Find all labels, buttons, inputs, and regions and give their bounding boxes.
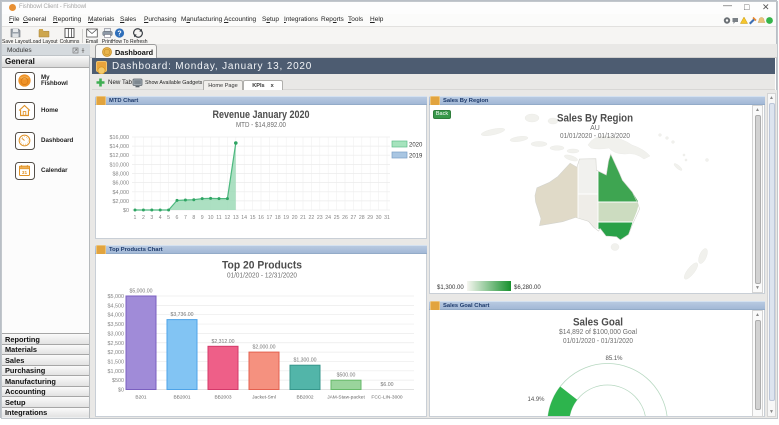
svg-text:$4,000: $4,000 bbox=[113, 190, 130, 196]
svg-text:$4,000: $4,000 bbox=[108, 313, 125, 319]
svg-text:27: 27 bbox=[351, 215, 357, 221]
svg-text:8: 8 bbox=[192, 215, 195, 221]
svg-text:23: 23 bbox=[317, 215, 323, 221]
svg-text:28: 28 bbox=[359, 215, 365, 221]
svg-text:FCC-LIN-3000: FCC-LIN-3000 bbox=[371, 395, 403, 401]
svg-text:01/01/2020 - 01/13/2020: 01/01/2020 - 01/13/2020 bbox=[560, 133, 630, 140]
svg-text:Revenue January 2020: Revenue January 2020 bbox=[213, 109, 310, 121]
svg-text:?: ? bbox=[117, 31, 121, 38]
svg-text:85.1%: 85.1% bbox=[605, 356, 623, 362]
svg-text:12: 12 bbox=[225, 215, 231, 221]
svg-text:01/01/2020 - 01/31/2020: 01/01/2020 - 01/31/2020 bbox=[563, 338, 633, 345]
svg-text:MTD - $14,892.00: MTD - $14,892.00 bbox=[236, 122, 286, 129]
svg-text:$0: $0 bbox=[123, 208, 129, 214]
svg-text:4: 4 bbox=[159, 215, 162, 221]
svg-text:BB2002: BB2002 bbox=[296, 395, 313, 401]
svg-text:Jacket-Sml: Jacket-Sml bbox=[252, 395, 276, 401]
svg-text:$2,000.00: $2,000.00 bbox=[252, 345, 275, 351]
svg-text:$3,736.00: $3,736.00 bbox=[170, 312, 193, 318]
svg-text:31: 31 bbox=[384, 215, 390, 221]
svg-text:$6.00: $6.00 bbox=[381, 382, 394, 388]
svg-text:18: 18 bbox=[275, 215, 281, 221]
svg-text:30: 30 bbox=[376, 215, 382, 221]
svg-text:BB2003: BB2003 bbox=[214, 395, 231, 401]
svg-text:BB2001: BB2001 bbox=[173, 395, 190, 401]
svg-text:$6,000: $6,000 bbox=[113, 181, 130, 187]
svg-text:29: 29 bbox=[367, 215, 373, 221]
svg-text:$1,500: $1,500 bbox=[108, 360, 125, 366]
svg-text:AU: AU bbox=[590, 125, 600, 132]
svg-text:25: 25 bbox=[334, 215, 340, 221]
svg-text:B201: B201 bbox=[135, 395, 147, 401]
svg-text:$500.00: $500.00 bbox=[337, 373, 356, 379]
svg-text:7: 7 bbox=[184, 215, 187, 221]
svg-text:$6,280.00: $6,280.00 bbox=[514, 285, 541, 291]
svg-text:$3,500: $3,500 bbox=[108, 322, 125, 328]
svg-text:2019: 2019 bbox=[409, 154, 423, 160]
svg-text:24: 24 bbox=[325, 215, 331, 221]
svg-text:26: 26 bbox=[342, 215, 348, 221]
svg-text:$8,000: $8,000 bbox=[113, 172, 130, 178]
svg-text:$16,000: $16,000 bbox=[110, 135, 130, 141]
svg-text:1: 1 bbox=[134, 215, 137, 221]
svg-text:21: 21 bbox=[300, 215, 306, 221]
svg-text:9: 9 bbox=[201, 215, 204, 221]
svg-text:$3,000: $3,000 bbox=[108, 331, 125, 337]
svg-text:11: 11 bbox=[216, 215, 221, 221]
svg-text:$10,000: $10,000 bbox=[110, 162, 130, 168]
svg-text:$12,000: $12,000 bbox=[110, 153, 130, 159]
svg-text:$5,000: $5,000 bbox=[108, 294, 125, 300]
svg-text:JAM-Staw-packet: JAM-Staw-packet bbox=[327, 395, 365, 401]
svg-text:5: 5 bbox=[167, 215, 170, 221]
svg-text:Top 20 Products: Top 20 Products bbox=[222, 260, 302, 272]
svg-text:19: 19 bbox=[283, 215, 289, 221]
svg-text:$1,000: $1,000 bbox=[108, 369, 125, 375]
svg-text:$2,000: $2,000 bbox=[108, 350, 125, 356]
svg-text:$4,500: $4,500 bbox=[108, 303, 125, 309]
svg-text:2: 2 bbox=[142, 215, 145, 221]
svg-text:$14,892 of $100,000 Goal: $14,892 of $100,000 Goal bbox=[559, 329, 637, 336]
svg-text:$2,000: $2,000 bbox=[113, 199, 130, 205]
svg-text:01/01/2020 - 12/31/2020: 01/01/2020 - 12/31/2020 bbox=[227, 273, 297, 280]
svg-text:17: 17 bbox=[267, 215, 273, 221]
svg-text:15: 15 bbox=[250, 215, 256, 221]
svg-text:13: 13 bbox=[233, 215, 239, 221]
svg-text:31: 31 bbox=[22, 170, 28, 175]
svg-text:$1,300.00: $1,300.00 bbox=[437, 285, 464, 291]
svg-text:$2,312.00: $2,312.00 bbox=[211, 339, 234, 345]
svg-text:3: 3 bbox=[150, 215, 153, 221]
svg-text:14.9%: 14.9% bbox=[527, 397, 545, 403]
svg-text:22: 22 bbox=[309, 215, 315, 221]
svg-text:$5,000.00: $5,000.00 bbox=[129, 289, 152, 295]
svg-text:$1,300.00: $1,300.00 bbox=[293, 358, 316, 364]
svg-text:$0: $0 bbox=[118, 388, 124, 394]
svg-text:Sales By Region: Sales By Region bbox=[557, 113, 633, 125]
svg-text:$14,000: $14,000 bbox=[110, 144, 130, 150]
svg-text:20: 20 bbox=[292, 215, 298, 221]
svg-text:6: 6 bbox=[176, 215, 179, 221]
svg-text:16: 16 bbox=[258, 215, 264, 221]
svg-text:14: 14 bbox=[241, 215, 247, 221]
svg-text:$500: $500 bbox=[112, 378, 124, 384]
svg-text:$2,500: $2,500 bbox=[108, 341, 125, 347]
svg-text:10: 10 bbox=[208, 215, 214, 221]
svg-text:2020: 2020 bbox=[409, 143, 423, 149]
svg-text:Sales Goal: Sales Goal bbox=[573, 317, 623, 329]
